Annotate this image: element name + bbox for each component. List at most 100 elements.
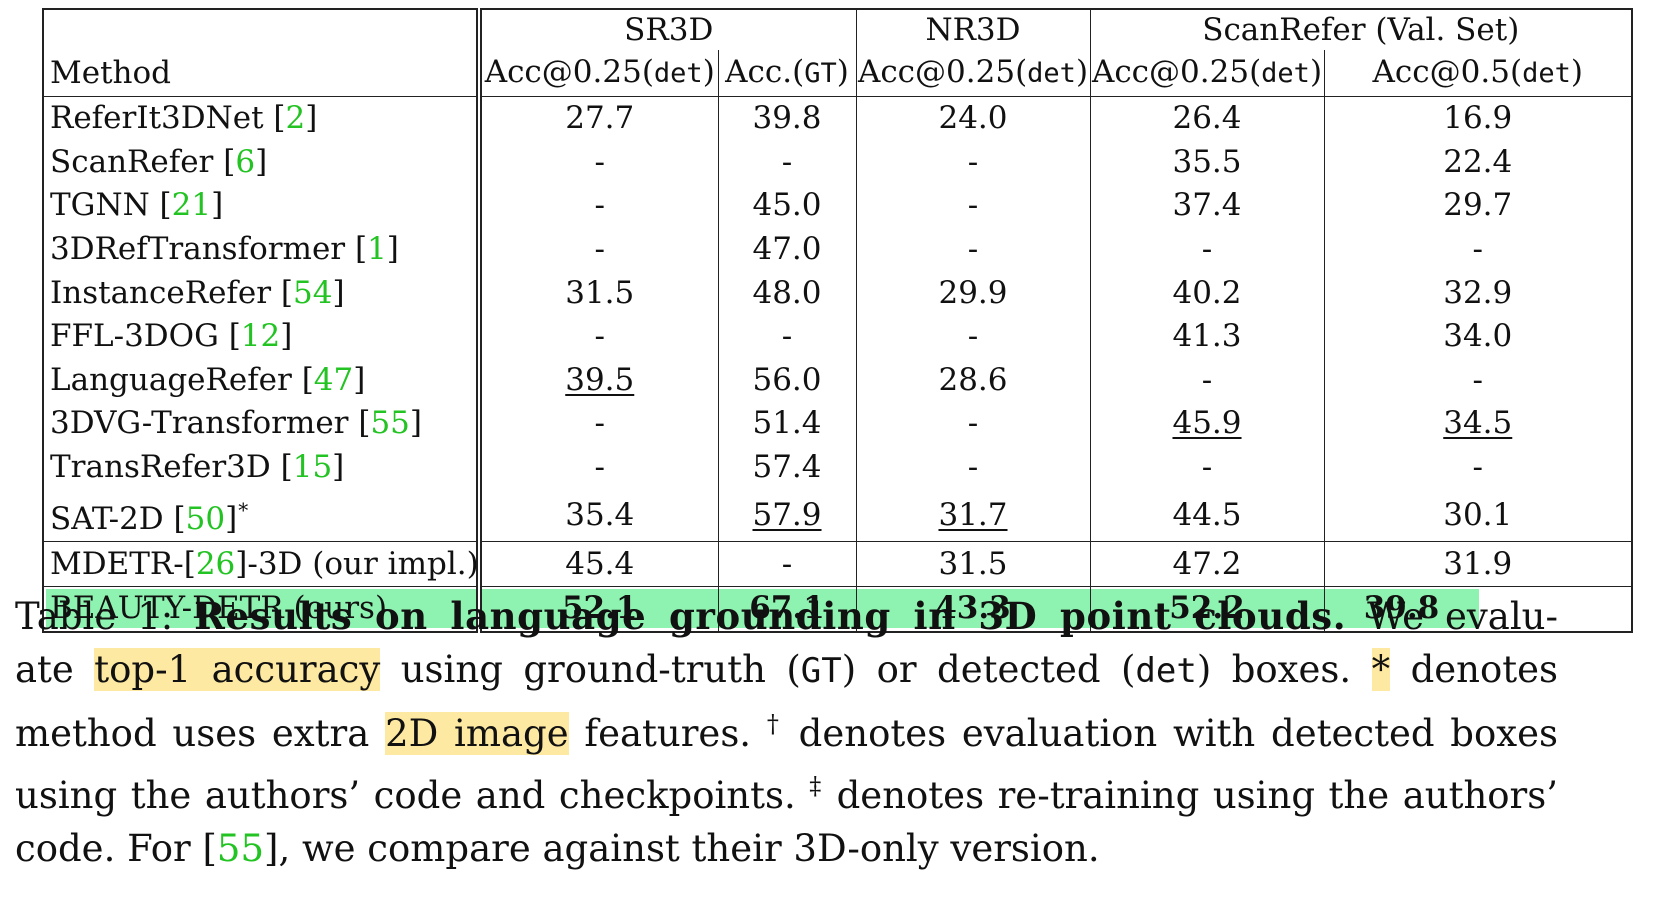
table-row-ours: BEAUTY-DETR (ours) 52.1 67.1 43.3 52.2 39.8 xyxy=(43,585,1633,632)
method-cell: MDETR-[26]-3D (our impl.) xyxy=(43,541,482,587)
value: 16.9 xyxy=(1443,100,1513,137)
value-cell: - xyxy=(479,140,719,185)
value: 48.0 xyxy=(752,274,822,311)
value: 47.2 xyxy=(1172,545,1242,582)
method-name: TGNN xyxy=(50,187,150,224)
method-cell: TransRefer3D [15] xyxy=(43,445,482,490)
column-header: Acc.(GT) xyxy=(718,50,857,97)
value-cell: 16.9 xyxy=(1324,97,1632,141)
value: 45.9 xyxy=(1172,405,1242,442)
highlighted-phrase: 2D image xyxy=(385,712,569,755)
value-cell: - xyxy=(856,402,1091,446)
value: 27.7 xyxy=(565,100,635,137)
value-cell: - xyxy=(856,184,1091,228)
value-cell: 28.6 xyxy=(856,358,1091,403)
citation-link[interactable]: 55 xyxy=(370,405,410,442)
citation-link[interactable]: 12 xyxy=(240,318,281,355)
table-group-header-row: SR3D NR3D ScanRefer (Val. Set) xyxy=(43,9,1632,50)
value: - xyxy=(781,318,793,355)
value: 31.7 xyxy=(938,496,1008,533)
column-header: Acc@0.25(det) xyxy=(479,50,719,97)
value-cell: - xyxy=(1324,359,1632,403)
results-table: SR3D NR3D ScanRefer (Val. Set) Method Ac… xyxy=(42,8,1634,633)
citation-link[interactable]: 2 xyxy=(285,100,306,137)
value-best: 52.1 xyxy=(561,590,638,627)
value-cell: 37.4 xyxy=(1090,184,1325,228)
value-cell: - xyxy=(718,140,857,185)
value: 47.0 xyxy=(752,231,822,268)
value: - xyxy=(967,143,979,180)
value: - xyxy=(594,318,605,355)
highlighted-phrase: top-1 accuracy xyxy=(94,648,381,691)
table-row: 3DVG-Transformer [55] - 51.4 - 45.9 34.5 xyxy=(43,402,1632,446)
method-cell: InstanceRefer [54] xyxy=(43,271,482,315)
value-best: 52.2 xyxy=(1169,590,1245,627)
value-cell: 43.3 xyxy=(856,585,1091,632)
value-cell: - xyxy=(479,314,719,359)
caption-label: Table 1: xyxy=(15,595,174,638)
citation-link[interactable]: 21 xyxy=(171,187,212,224)
value-cell: 57.9 xyxy=(718,489,857,542)
table-row: FFL-3DOG [12] - - - 41.3 34.0 xyxy=(43,314,1632,359)
citation-link[interactable]: 6 xyxy=(235,143,256,180)
citation-link[interactable]: 47 xyxy=(313,361,354,398)
value-cell: 29.9 xyxy=(856,271,1091,315)
method-cell: SAT-2D [50]* xyxy=(43,489,482,542)
citation-link[interactable]: 15 xyxy=(292,449,333,486)
value-cell: 52.1 xyxy=(479,585,719,632)
value: 30.1 xyxy=(1443,496,1513,533)
value-cell: 47.0 xyxy=(718,227,857,272)
citation-link[interactable]: 55 xyxy=(216,827,265,870)
value: - xyxy=(1472,449,1483,486)
value: 37.4 xyxy=(1172,187,1242,224)
method-name: 3DVG-Transformer xyxy=(50,405,349,442)
value: 57.4 xyxy=(752,449,822,486)
value-cell: 52.2 xyxy=(1090,585,1325,632)
value: 41.3 xyxy=(1172,318,1242,355)
value-cell: 39.5 xyxy=(479,358,719,403)
column-header-method: Method xyxy=(43,50,482,97)
value-cell: - xyxy=(479,445,719,490)
value: 44.5 xyxy=(1172,496,1242,533)
citation-link[interactable]: 54 xyxy=(293,274,333,311)
table-row: TransRefer3D [15] - 57.4 - - - xyxy=(43,445,1632,490)
value: 22.4 xyxy=(1443,143,1513,180)
value: - xyxy=(1201,231,1213,268)
citation-link[interactable]: 50 xyxy=(185,501,226,538)
value: 51.4 xyxy=(752,405,822,442)
table-column-header-row: Method Acc@0.25(det) Acc.(GT) Acc@0.25(d… xyxy=(43,50,1633,97)
value-cell: 67.1 xyxy=(718,585,857,632)
method-name: ScanRefer xyxy=(50,143,214,180)
value: 35.4 xyxy=(565,496,635,533)
column-header: Acc@0.25(det) xyxy=(856,50,1091,97)
value-cell: 48.0 xyxy=(718,271,857,315)
value-cell: - xyxy=(1090,358,1325,403)
citation-link[interactable]: 1 xyxy=(367,231,387,268)
value: - xyxy=(594,449,605,486)
value: 39.8 xyxy=(752,100,822,137)
method-cell: BEAUTY-DETR (ours) xyxy=(43,585,482,632)
value: - xyxy=(594,405,605,442)
value-cell: 29.7 xyxy=(1324,184,1632,228)
value: 29.9 xyxy=(938,274,1008,311)
method-cell: ScanRefer [6] xyxy=(43,140,482,185)
value: 28.6 xyxy=(938,361,1008,398)
table-row: 3DRefTransformer [1] - 47.0 - - - xyxy=(43,227,1632,272)
value-cell: 40.2 xyxy=(1090,271,1325,315)
value: 26.4 xyxy=(1172,100,1242,137)
value-cell: - xyxy=(718,541,857,587)
value-cell: 26.4 xyxy=(1090,96,1325,141)
table-row: LanguageRefer [47] 39.5 56.0 28.6 - - xyxy=(43,358,1632,403)
value: - xyxy=(1201,361,1213,398)
method-name-ours: BEAUTY-DETR (ours) xyxy=(46,589,476,629)
value-cell: 45.9 xyxy=(1090,402,1325,446)
citation-link[interactable]: 26 xyxy=(195,545,236,582)
value: - xyxy=(594,231,605,268)
value: 35.5 xyxy=(1172,143,1242,180)
value-cell: 34.0 xyxy=(1324,315,1632,359)
value-cell: - xyxy=(856,140,1091,185)
value: 31.9 xyxy=(1443,545,1513,582)
value-cell: - xyxy=(1090,227,1325,272)
value-cell: - xyxy=(1324,228,1632,272)
method-cell: 3DVG-Transformer [55] xyxy=(43,402,482,446)
